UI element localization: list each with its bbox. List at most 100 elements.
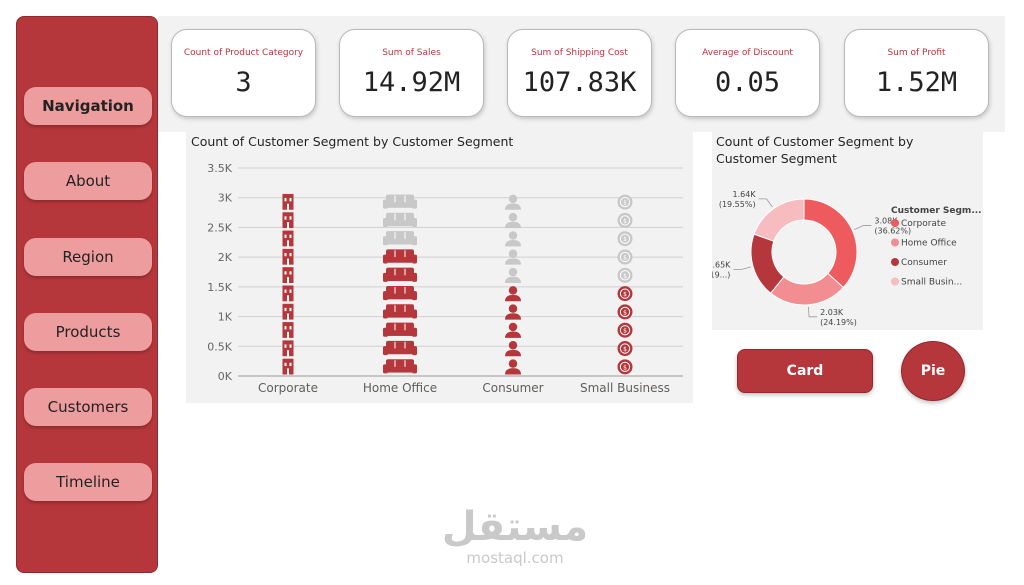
donut-data-percent: (19...) bbox=[712, 271, 730, 280]
sofa-icon bbox=[383, 359, 417, 374]
y-tick-label: 2.5K bbox=[207, 221, 232, 234]
person-icon bbox=[505, 267, 521, 283]
watermark-latin: mostaql.com bbox=[466, 549, 564, 567]
coin-icon: $ bbox=[617, 249, 633, 265]
legend-label: Corporate bbox=[901, 219, 946, 229]
kpi-value: 1.52M bbox=[875, 67, 958, 98]
coin-icon: $ bbox=[617, 231, 633, 247]
nav-navigation-button[interactable]: Navigation bbox=[24, 87, 152, 125]
y-tick-label: 1K bbox=[218, 311, 233, 324]
legend-label: Consumer bbox=[901, 258, 947, 268]
x-tick-label: Home Office bbox=[363, 381, 437, 395]
sofa-icon bbox=[383, 249, 417, 264]
sofa-icon bbox=[383, 194, 417, 209]
kpi-label: Sum of Profit bbox=[887, 48, 946, 58]
legend-item[interactable]: Small Busin... bbox=[891, 277, 962, 288]
kpi-card-sales: Sum of Sales 14.92M bbox=[339, 29, 484, 117]
kpi-label: Sum of Sales bbox=[382, 48, 441, 58]
coin-icon: $ bbox=[617, 304, 633, 320]
y-tick-label: 0.5K bbox=[207, 340, 232, 353]
building-icon bbox=[282, 322, 294, 339]
bar-chart-svg: 0K 0.5K 1K 1.5K 2K 2.5K 3K 3.5K Corporate Home Of… bbox=[207, 162, 683, 395]
y-tick-label: 1.5K bbox=[207, 281, 232, 294]
leader-line bbox=[733, 266, 752, 270]
legend-item[interactable]: Consumer bbox=[891, 258, 947, 268]
coin-icon: $ bbox=[617, 267, 633, 283]
sofa-icon bbox=[383, 322, 417, 337]
pie-button[interactable]: Pie bbox=[901, 341, 965, 401]
svg-text:$: $ bbox=[623, 218, 627, 225]
y-tick-label: 3.5K bbox=[207, 162, 232, 175]
bar-consumer[interactable] bbox=[505, 194, 521, 375]
legend-item[interactable]: Corporate bbox=[891, 219, 946, 229]
person-icon bbox=[505, 341, 521, 357]
kpi-card-product-category: Count of Product Category 3 bbox=[171, 29, 316, 117]
bar-home-office[interactable] bbox=[383, 194, 417, 374]
svg-text:$: $ bbox=[623, 236, 627, 243]
legend-label: Small Busin... bbox=[901, 278, 962, 288]
y-tick-label: 0K bbox=[218, 370, 233, 383]
legend-label: Home Office bbox=[901, 239, 957, 249]
building-icon bbox=[282, 248, 294, 265]
svg-text:$: $ bbox=[623, 273, 627, 280]
leader-line bbox=[854, 225, 872, 230]
legend-swatch bbox=[891, 258, 899, 266]
legend-title: Customer Segm... bbox=[891, 206, 982, 216]
donut-data-percent: (24.19%) bbox=[820, 318, 857, 327]
building-icon bbox=[282, 212, 294, 229]
kpi-value: 3 bbox=[235, 67, 252, 98]
legend-item[interactable]: Home Office bbox=[891, 238, 957, 249]
leader-line bbox=[807, 306, 818, 318]
coin-icon: $ bbox=[617, 286, 633, 302]
kpi-value: 14.92M bbox=[362, 67, 461, 98]
kpi-card-profit: Sum of Profit 1.52M bbox=[844, 29, 989, 117]
nav-customers-button[interactable]: Customers bbox=[24, 388, 152, 426]
donut-slice-small-busin[interactable] bbox=[753, 198, 805, 242]
building-icon bbox=[282, 358, 294, 375]
nav-about-button[interactable]: About bbox=[24, 162, 152, 200]
svg-text:$: $ bbox=[623, 309, 627, 316]
x-tick-label: Corporate bbox=[258, 381, 318, 395]
nav-timeline-button[interactable]: Timeline bbox=[24, 463, 152, 501]
watermark-arabic: مستقل bbox=[441, 504, 589, 550]
person-icon bbox=[505, 304, 521, 320]
kpi-card-discount: Average of Discount 0.05 bbox=[675, 29, 820, 117]
kpi-value: 107.83K bbox=[522, 67, 637, 98]
leader-line bbox=[758, 198, 773, 208]
nav-products-button[interactable]: Products bbox=[24, 313, 152, 351]
donut-data-percent: (36.62%) bbox=[874, 227, 911, 236]
person-icon bbox=[505, 359, 521, 375]
person-icon bbox=[505, 322, 521, 338]
svg-text:$: $ bbox=[623, 328, 627, 335]
sidebar: Navigation About Region Products Custome… bbox=[16, 16, 158, 573]
legend-swatch bbox=[891, 219, 899, 227]
legend-swatch bbox=[891, 277, 899, 286]
sofa-icon bbox=[383, 304, 417, 319]
nav-region-button[interactable]: Region bbox=[24, 238, 152, 276]
kpi-label: Count of Product Category bbox=[183, 48, 304, 58]
kpi-value: 0.05 bbox=[714, 67, 781, 98]
building-icon bbox=[282, 285, 294, 302]
bar-small-business[interactable]: $ $ $ $ $ $ $ $ $ $ bbox=[617, 194, 633, 375]
kpi-label: Sum of Shipping Cost bbox=[531, 48, 628, 58]
donut-slice-corporate[interactable] bbox=[803, 198, 858, 289]
donut-chart-panel: Count of Customer Segment by Customer Se… bbox=[712, 131, 983, 330]
x-tick-label: Small Business bbox=[580, 381, 670, 395]
building-icon bbox=[282, 267, 294, 284]
donut-chart-svg: 3.08K(36.62%) 2.03K(24.19%) 1.65K(19...) 1.… bbox=[712, 190, 982, 327]
sofa-icon bbox=[383, 285, 417, 301]
bar-chart-panel: Count of Customer Segment by Customer Se… bbox=[186, 131, 693, 403]
svg-text:$: $ bbox=[623, 255, 627, 262]
donut-data-label: 1.64K bbox=[733, 190, 757, 199]
y-tick-label: 3K bbox=[218, 192, 233, 205]
building-icon bbox=[282, 340, 294, 357]
sofa-icon bbox=[383, 267, 417, 282]
x-tick-label: Consumer bbox=[482, 381, 543, 395]
y-tick-label: 2K bbox=[218, 251, 233, 264]
bar-corporate[interactable] bbox=[282, 193, 294, 375]
person-icon bbox=[505, 231, 521, 247]
svg-text:$: $ bbox=[623, 291, 627, 298]
building-icon bbox=[282, 303, 294, 320]
card-button[interactable]: Card bbox=[737, 349, 873, 393]
coin-icon: $ bbox=[617, 322, 633, 338]
